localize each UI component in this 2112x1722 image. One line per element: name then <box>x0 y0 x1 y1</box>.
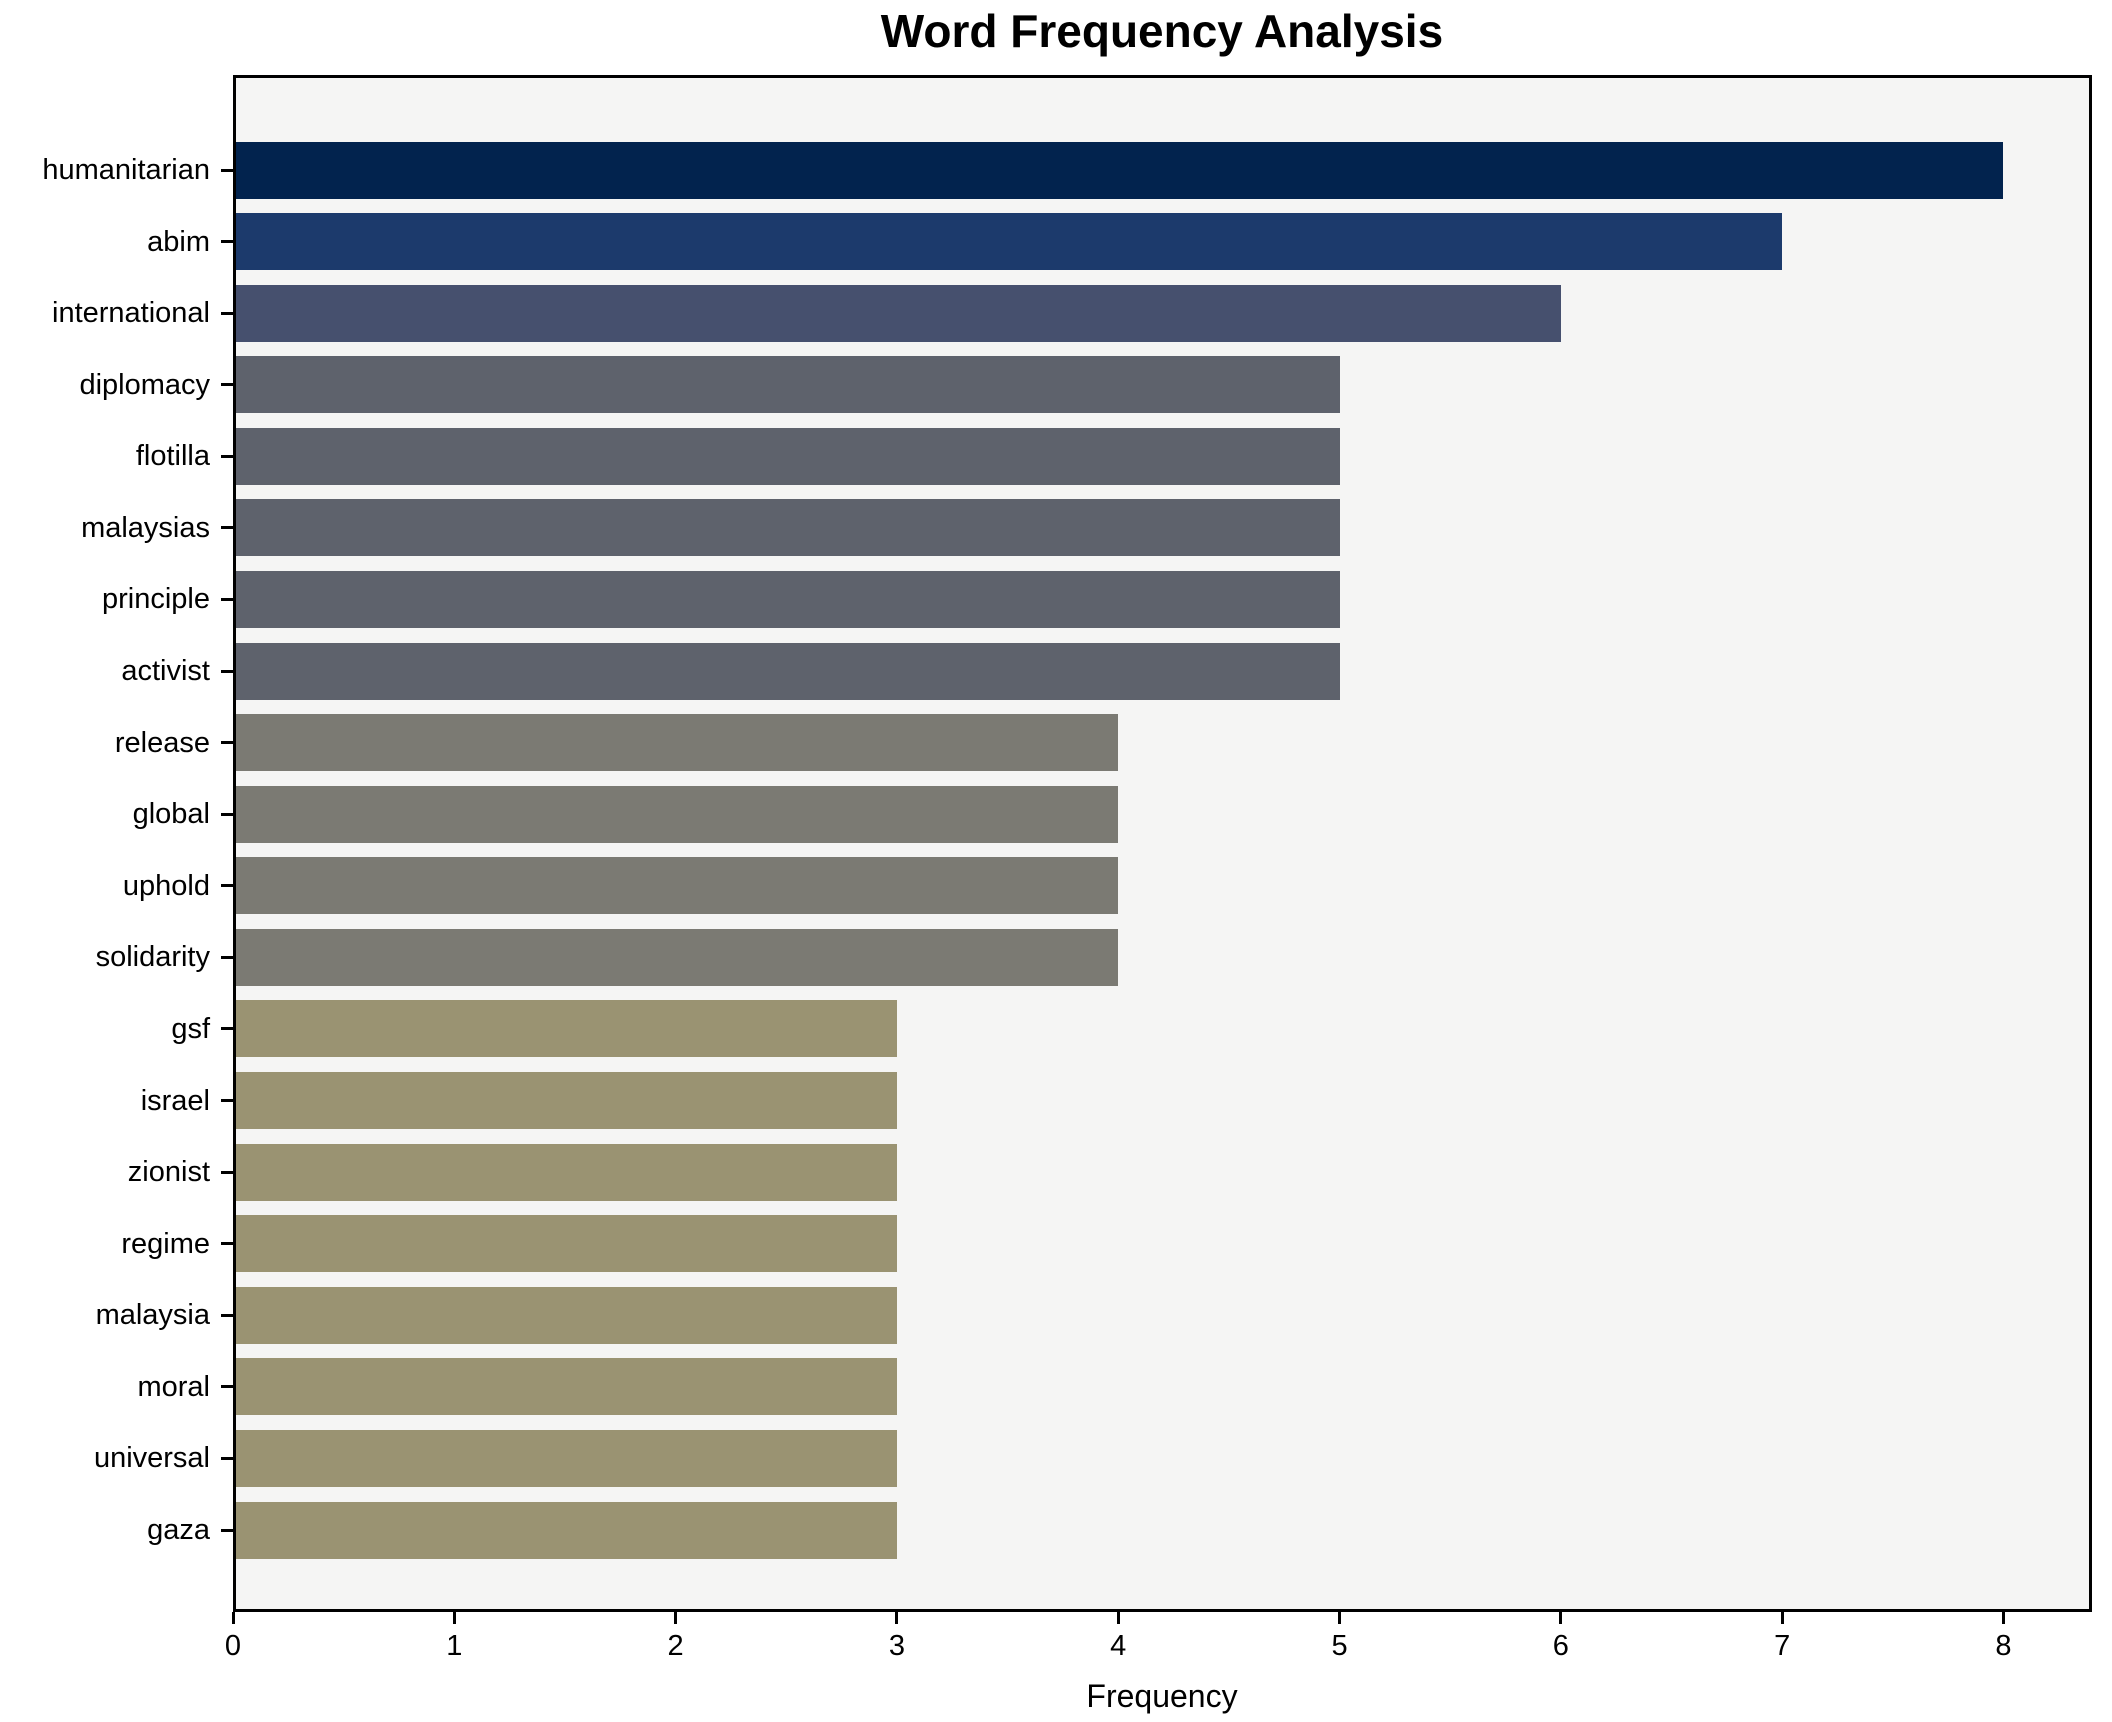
ytick-mark <box>221 1170 233 1174</box>
bar-release <box>236 714 1119 772</box>
ytick-mark <box>221 454 233 458</box>
ytick-label-release: release <box>114 726 210 759</box>
ytick-mark <box>221 955 233 959</box>
ytick-label-moral: moral <box>137 1370 210 1403</box>
ytick-mark <box>221 526 233 530</box>
ytick-mark <box>221 597 233 601</box>
ytick-label-activist: activist <box>121 655 210 688</box>
bar-abim <box>236 213 1783 271</box>
ytick-label-zionist: zionist <box>127 1156 210 1189</box>
ytick-mark <box>221 168 233 172</box>
bar-zionist <box>236 1143 897 1201</box>
xtick-label-8: 8 <box>1995 1630 2012 1662</box>
ytick-label-flotilla: flotilla <box>135 440 210 473</box>
xtick-mark <box>1338 1612 1342 1624</box>
ytick-label-universal: universal <box>93 1442 210 1475</box>
xtick-mark <box>452 1612 456 1624</box>
bar-malaysias <box>236 499 1340 557</box>
bar-activist <box>236 642 1340 700</box>
xtick-label-6: 6 <box>1552 1630 1569 1662</box>
ytick-mark <box>221 311 233 315</box>
bar-israel <box>236 1072 897 1130</box>
bar-global <box>236 785 1119 843</box>
ytick-label-solidarity: solidarity <box>95 941 210 974</box>
bar-solidarity <box>236 928 1119 986</box>
ytick-mark <box>221 1099 233 1103</box>
ytick-mark <box>221 741 233 745</box>
ytick-mark <box>221 1027 233 1031</box>
ytick-mark <box>221 812 233 816</box>
bar-regime <box>236 1215 897 1273</box>
ytick-label-regime: regime <box>121 1227 210 1260</box>
ytick-label-principle: principle <box>102 583 210 616</box>
xtick-mark <box>2001 1612 2005 1624</box>
ytick-mark <box>221 383 233 387</box>
ytick-label-uphold: uphold <box>122 869 210 902</box>
ytick-label-international: international <box>52 297 210 330</box>
bar-international <box>236 284 1561 342</box>
bar-gsf <box>236 1000 897 1058</box>
xtick-mark <box>895 1612 899 1624</box>
ytick-label-global: global <box>132 798 210 831</box>
xtick-mark <box>1780 1612 1784 1624</box>
xtick-label-3: 3 <box>888 1630 905 1662</box>
xtick-mark <box>1116 1612 1120 1624</box>
ytick-mark <box>221 240 233 244</box>
ytick-mark <box>221 669 233 673</box>
x-axis-label: Frequency <box>1086 1678 1238 1714</box>
bar-diplomacy <box>236 356 1340 414</box>
xtick-label-0: 0 <box>224 1630 242 1662</box>
bar-gaza <box>236 1501 897 1559</box>
ytick-label-diplomacy: diplomacy <box>79 368 210 401</box>
bar-flotilla <box>236 427 1340 485</box>
bar-malaysia <box>236 1286 897 1344</box>
chart-title: Word Frequency Analysis <box>880 5 1444 57</box>
xtick-label-2: 2 <box>667 1630 684 1662</box>
ytick-label-gsf: gsf <box>171 1012 210 1045</box>
xtick-label-7: 7 <box>1774 1630 1791 1662</box>
xtick-label-4: 4 <box>1110 1630 1127 1662</box>
ytick-mark <box>221 1456 233 1460</box>
ytick-label-humanitarian: humanitarian <box>42 154 210 186</box>
bar-universal <box>236 1429 897 1487</box>
xtick-mark <box>674 1612 678 1624</box>
ytick-mark <box>221 1528 233 1532</box>
xtick-label-1: 1 <box>446 1630 463 1662</box>
ytick-mark <box>221 884 233 888</box>
xtick-label-5: 5 <box>1331 1630 1348 1662</box>
ytick-label-gaza: gaza <box>147 1514 210 1547</box>
bar-humanitarian <box>236 141 2004 199</box>
ytick-label-malaysia: malaysia <box>95 1299 210 1332</box>
ytick-mark <box>221 1385 233 1389</box>
bar-principle <box>236 570 1340 628</box>
ytick-mark <box>221 1242 233 1246</box>
xtick-mark <box>231 1612 235 1624</box>
ytick-mark <box>221 1313 233 1317</box>
bar-uphold <box>236 857 1119 915</box>
bar-moral <box>236 1358 897 1416</box>
ytick-label-malaysias: malaysias <box>81 511 210 544</box>
ytick-label-abim: abim <box>147 225 210 258</box>
ytick-label-israel: israel <box>140 1084 210 1117</box>
xtick-mark <box>1559 1612 1563 1624</box>
